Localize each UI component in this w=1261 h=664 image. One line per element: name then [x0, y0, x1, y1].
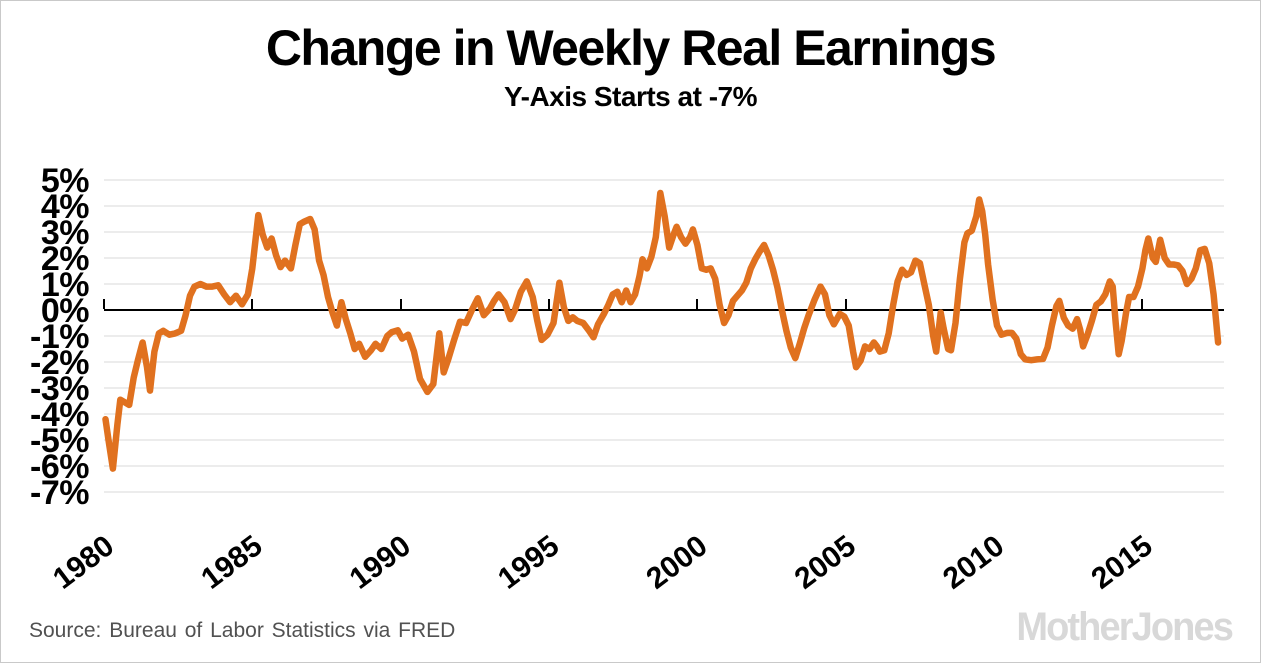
- x-axis-tick-label: 2010: [937, 529, 1010, 596]
- y-axis-tick-label: -5%: [30, 422, 89, 460]
- earnings-series-line: [102, 189, 1222, 472]
- x-axis-tick-label: 1980: [47, 529, 120, 596]
- y-axis-tick-label: -7%: [30, 474, 89, 512]
- y-axis-tick-label: -1%: [30, 318, 89, 356]
- x-axis-tick-label: 1985: [195, 529, 268, 596]
- y-axis-tick-label: 0%: [41, 292, 89, 330]
- x-axis-tick-label: 1990: [344, 529, 417, 596]
- y-axis-tick-label: -3%: [30, 370, 89, 408]
- x-axis-tick-label: 2000: [640, 529, 713, 596]
- y-axis-tick-label: 4%: [41, 188, 89, 226]
- mother-jones-logo: MotherJones: [1016, 605, 1233, 649]
- y-axis-tick-label: 2%: [41, 240, 89, 278]
- chart-title: Change in Weekly Real Earnings: [265, 20, 997, 76]
- x-axis-tick-label: 2005: [789, 529, 862, 596]
- y-axis-tick-label: -4%: [30, 396, 89, 434]
- y-axis-tick-label: -6%: [30, 448, 89, 486]
- x-axis-tick-label: 2015: [1085, 529, 1158, 596]
- chart-subtitle: Y-Axis Starts at -7%: [504, 81, 758, 112]
- y-axis-tick-label: 5%: [41, 162, 89, 200]
- y-axis-tick-label: 3%: [41, 214, 89, 252]
- source-note: Source: Bureau of Labor Statistics via F…: [29, 619, 456, 642]
- y-axis-tick-label: 1%: [41, 266, 89, 304]
- x-axis-tick-label: 1995: [492, 529, 565, 596]
- y-axis-tick-label: -2%: [30, 344, 89, 382]
